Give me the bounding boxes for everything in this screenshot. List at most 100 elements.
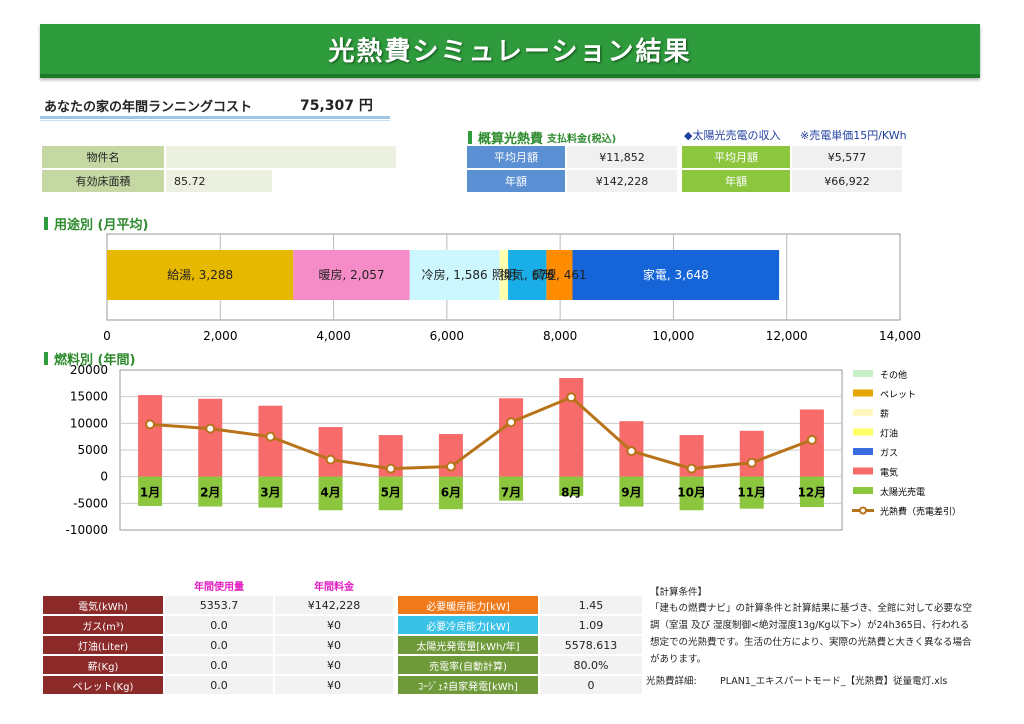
- fuel-chart: 20000 15000 10000 5000 0 -5000 -10000 1月 2月 3月 4月 5…: [65, 363, 961, 537]
- capacity-value: 0: [540, 676, 642, 694]
- legend-entry: ペレット: [880, 391, 916, 401]
- fuel-row-label: 薪(Kg): [43, 656, 163, 674]
- section-marker: [44, 352, 48, 365]
- usage-x-tick: 4,000: [316, 329, 350, 343]
- usage-x-tick: 8,000: [543, 329, 577, 343]
- fuel-row-usage: 0.0: [165, 656, 273, 674]
- month-label: 6月: [441, 486, 461, 500]
- usage-bar-家電: [572, 250, 780, 300]
- month-label: 11月: [737, 486, 766, 500]
- detail-value: PLAN1_エキスパートモード_【光熱費】従量電灯.xls: [720, 676, 948, 687]
- capacity-value: 1.45: [540, 596, 642, 614]
- net-cost-point: [265, 431, 276, 442]
- usage-bar-調理: [546, 250, 573, 300]
- solar-bar: [318, 476, 343, 511]
- fuel-y-tick: -5000: [73, 496, 108, 510]
- capacity-value: 1.09: [540, 616, 642, 634]
- estimate-monthly-label: 平均月額: [467, 146, 565, 168]
- fuel-row-cost: ¥0: [275, 676, 393, 694]
- fuel-row-usage: 5353.7: [165, 596, 273, 614]
- solar-annual-label: 年額: [682, 170, 790, 192]
- fuel-y-tick: 0: [100, 470, 108, 484]
- usage-bar-照明: [499, 250, 509, 300]
- legend-entry: 太陽光売電: [880, 486, 925, 498]
- usage-data-label: 冷房, 1,586: [422, 267, 488, 282]
- net-cost-point: [686, 463, 697, 474]
- net-cost-point: [205, 423, 216, 434]
- usage-title: 用途別 (月平均): [44, 214, 148, 233]
- net-cost-point: [325, 454, 336, 465]
- solar-bar: [499, 476, 524, 501]
- fuel-y-tick: 20000: [70, 363, 108, 377]
- usage-bar-換気: [508, 250, 547, 300]
- legend-entry: 光熱費（売電差引）: [880, 506, 961, 518]
- month-label: 5月: [381, 486, 401, 500]
- title-banner: 光熱費シミュレーション結果: [40, 24, 980, 78]
- legend-entry: ガス: [880, 448, 898, 459]
- solar-bar: [138, 476, 163, 506]
- legend-swatch: [853, 448, 873, 455]
- solar-monthly-value: ¥5,577: [792, 146, 902, 168]
- section-marker: [468, 131, 472, 144]
- capacity-label: 必要暖房能力[kW]: [398, 596, 538, 614]
- legend-entry: その他: [880, 369, 907, 381]
- solar-bar: [198, 476, 223, 507]
- elec-bar: [499, 398, 524, 477]
- underline: [40, 116, 390, 119]
- solar-annual-value: ¥66,922: [792, 170, 902, 192]
- elec-bar: [739, 430, 764, 477]
- usage-x-tick: 10,000: [652, 329, 694, 343]
- estimate-title: 概算光熱費 支払料金(税込): [468, 128, 616, 147]
- usage-bar-冷房: [409, 250, 500, 300]
- fuel-row-label: 電気(kWh): [43, 596, 163, 614]
- underline-thin: [40, 120, 390, 121]
- usage-title-text: 用途別 (月平均): [54, 218, 149, 233]
- fuel-y-tick: 10000: [70, 416, 108, 430]
- legend-entry: 灯油: [880, 428, 898, 440]
- conditions-title: 【計算条件】: [650, 587, 708, 598]
- month-label: 12月: [798, 486, 827, 500]
- section-marker: [44, 217, 48, 230]
- fuel-row-usage: 0.0: [165, 676, 273, 694]
- conditions-line: 調（室温 及び 湿度制御<絶対湿度13g/Kg以下>）が24h365日、行われる: [650, 620, 970, 631]
- conditions-line: があります。: [650, 654, 707, 665]
- month-label: 3月: [260, 486, 280, 500]
- elec-bar: [318, 427, 343, 477]
- fuel-row-label: ガス(m³): [43, 616, 163, 634]
- net-cost-point: [746, 457, 757, 468]
- month-label: 1月: [140, 486, 160, 500]
- fuel-row-cost: ¥0: [275, 636, 393, 654]
- usage-bar-給湯: [107, 250, 294, 300]
- net-cost-point: [145, 419, 156, 430]
- legend-swatch: [853, 389, 873, 397]
- usage-data-label: 換気, 676: [500, 267, 555, 282]
- capacity-label: 太陽光発電量[kWh/年]: [398, 636, 538, 654]
- month-label: 2月: [200, 486, 220, 500]
- legend-swatch: [853, 428, 873, 436]
- month-label: 8月: [561, 486, 581, 500]
- estimate-title-text: 概算光熱費: [478, 132, 544, 147]
- running-cost-value: 75,307 円: [300, 98, 373, 114]
- month-label: 9月: [621, 486, 641, 500]
- net-cost-point: [445, 461, 456, 472]
- solar-note: ※売電単価15円/KWh: [800, 129, 907, 142]
- usage-data-label: 家電, 3,648: [643, 267, 709, 282]
- legend-entry: 電気: [880, 467, 898, 479]
- estimate-monthly-value: ¥11,852: [567, 146, 677, 168]
- fuel-row-label: 灯油(Liter): [43, 636, 163, 654]
- capacity-label: 売電率(自動計算): [398, 656, 538, 674]
- month-label: 4月: [320, 486, 340, 500]
- legend-swatch: [853, 409, 873, 416]
- elec-bar: [138, 395, 163, 477]
- detail-label: 光熱費詳細:: [646, 676, 697, 687]
- capacity-label: ｺｰｼﾞｪﾈ自家発電[kWh]: [398, 676, 538, 694]
- solar-bar: [258, 476, 283, 508]
- property-name-value: [166, 146, 396, 168]
- usage-x-tick: 2,000: [203, 329, 237, 343]
- net-cost-point: [566, 392, 577, 403]
- elec-bar: [198, 398, 223, 477]
- hdr-cost: 年間料金: [314, 582, 354, 593]
- legend-marker: [859, 506, 867, 515]
- floor-area-label: 有効床面積: [42, 170, 164, 192]
- conditions-line: 想定での光熱費です。生活の仕方により、実際の光熱費と大きく異なる場合: [650, 637, 972, 648]
